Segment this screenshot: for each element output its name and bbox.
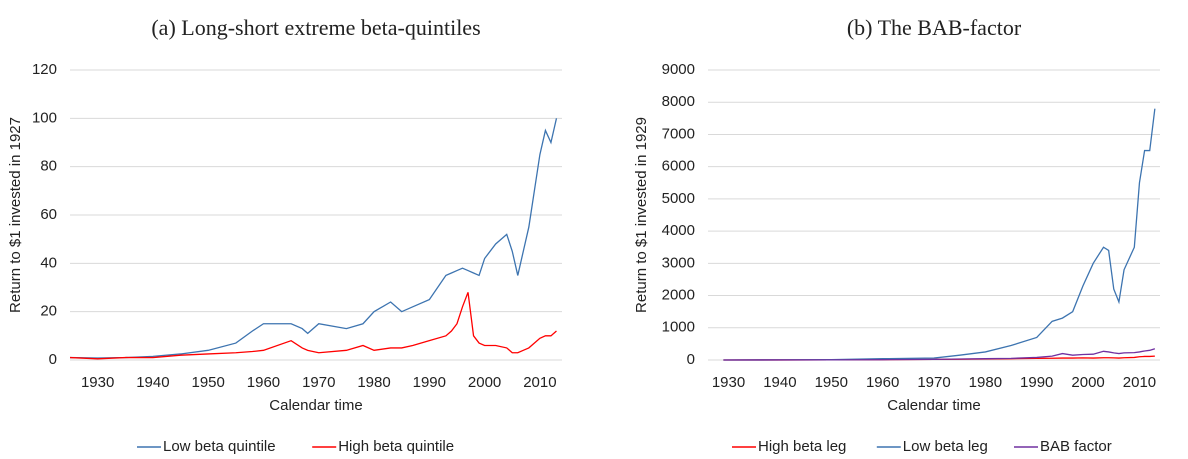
y-tick-label: 100 (32, 109, 57, 126)
y-axis-label: Return to $1 invested in 1927 (7, 117, 24, 313)
x-tick-label: 1940 (763, 374, 796, 391)
y-axis-label: Return to $1 invested in 1929 (633, 117, 650, 313)
x-tick-label: 1960 (866, 374, 899, 391)
x-tick-label: 1950 (815, 374, 848, 391)
y-tick-label: 6000 (662, 158, 695, 175)
x-tick-label: 1980 (969, 374, 1002, 391)
x-tick-label: 1970 (917, 374, 950, 391)
x-tick-label: 1940 (136, 374, 169, 391)
legend-label: Low beta quintile (163, 438, 276, 455)
x-tick-label: 2010 (1123, 374, 1156, 391)
series-line (723, 348, 1156, 361)
x-tick-label: 1960 (247, 374, 280, 391)
x-tick-label: 2010 (523, 374, 556, 391)
y-tick-label: 1000 (662, 319, 695, 336)
x-tick-label: 1950 (192, 374, 225, 391)
x-tick-label: 1930 (712, 374, 745, 391)
legend-label: High beta quintile (338, 438, 454, 455)
y-tick-label: 20 (40, 303, 57, 320)
legend-label: Low beta leg (903, 438, 988, 455)
y-tick-label: 60 (40, 206, 57, 223)
y-tick-label: 2000 (662, 287, 695, 304)
y-tick-label: 7000 (662, 125, 695, 142)
y-tick-label: 0 (49, 351, 57, 368)
y-tick-label: 8000 (662, 93, 695, 110)
y-tick-label: 4000 (662, 222, 695, 239)
series-line (723, 108, 1156, 361)
y-tick-label: 3000 (662, 254, 695, 271)
x-tick-label: 2000 (1071, 374, 1104, 391)
y-tick-label: 120 (32, 61, 57, 78)
x-tick-label: 1990 (413, 374, 446, 391)
y-tick-label: 80 (40, 158, 57, 175)
x-tick-label: 2000 (468, 374, 501, 391)
chart-title: (a) Long-short extreme beta-quintiles (151, 15, 480, 40)
y-tick-label: 40 (40, 254, 57, 271)
x-tick-label: 1970 (302, 374, 335, 391)
x-tick-label: 1930 (81, 374, 114, 391)
chart-title: (b) The BAB-factor (847, 15, 1022, 40)
y-tick-label: 5000 (662, 190, 695, 207)
x-axis-label: Calendar time (887, 397, 980, 414)
series-line (69, 118, 558, 359)
legend-label: BAB factor (1040, 438, 1112, 455)
x-axis-label: Calendar time (269, 397, 362, 414)
x-tick-label: 1990 (1020, 374, 1053, 391)
y-tick-label: 9000 (662, 61, 695, 78)
x-tick-label: 1980 (357, 374, 390, 391)
legend-label: High beta leg (758, 438, 846, 455)
series-line (69, 292, 557, 360)
y-tick-label: 0 (687, 351, 695, 368)
